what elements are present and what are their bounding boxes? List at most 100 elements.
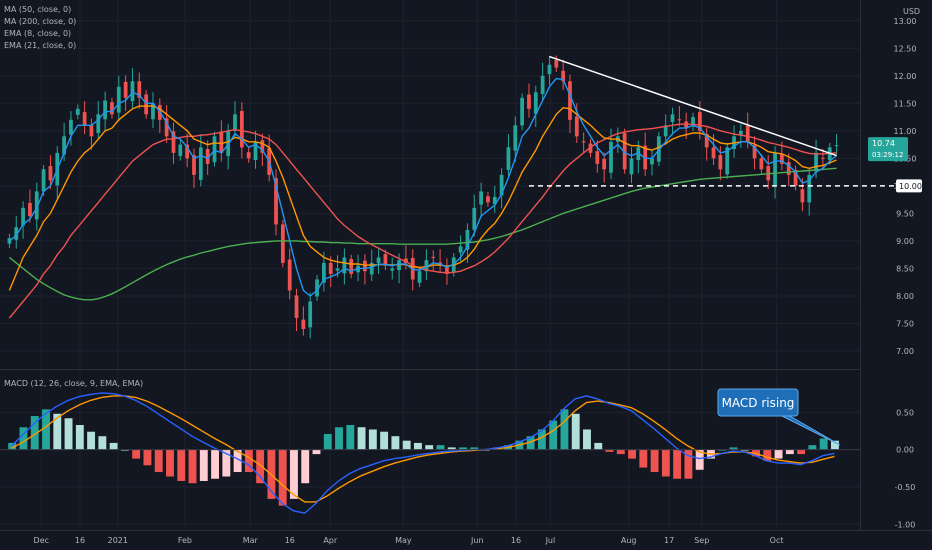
macd-histogram-bar bbox=[537, 429, 546, 450]
time-tick-label: 16 bbox=[285, 536, 295, 545]
macd-histogram-bar bbox=[583, 429, 591, 450]
macd-tick-label: 0.50 bbox=[896, 408, 914, 417]
currency-label: USD bbox=[903, 7, 920, 16]
time-tick-label: Apr bbox=[323, 536, 338, 545]
candle-body bbox=[814, 152, 818, 172]
macd-histogram-bar bbox=[109, 442, 118, 450]
price-tick-label: 12.00 bbox=[894, 72, 917, 81]
candle-body bbox=[595, 151, 600, 164]
macd-histogram-bar bbox=[166, 449, 174, 477]
macd-histogram-bar bbox=[188, 449, 197, 484]
macd-histogram-bar bbox=[763, 449, 772, 461]
legend-ema8[interactable]: EMA (8, close, 0) bbox=[4, 29, 71, 38]
candle-body bbox=[69, 119, 73, 135]
macd-histogram-bar bbox=[616, 449, 625, 455]
macd-histogram-bar bbox=[199, 449, 208, 481]
time-tick-label: 17 bbox=[664, 536, 674, 545]
candle-body bbox=[301, 319, 306, 329]
macd-histogram-bar bbox=[30, 416, 39, 450]
candle-body bbox=[554, 59, 559, 68]
candle-body bbox=[342, 257, 347, 274]
macd-histogram-bar bbox=[413, 442, 422, 450]
candle-body bbox=[417, 271, 422, 283]
macd-histogram-bar bbox=[290, 449, 298, 499]
time-tick-label: May bbox=[395, 536, 412, 545]
candle-body bbox=[581, 141, 586, 143]
candle-body bbox=[629, 158, 634, 175]
candle-body bbox=[116, 86, 121, 113]
candle-body bbox=[130, 81, 135, 102]
macd-histogram-bar bbox=[335, 427, 343, 450]
candle-body bbox=[41, 169, 46, 192]
macd-histogram-bar bbox=[605, 449, 614, 452]
legend-ema21[interactable]: EMA (21, close, 0) bbox=[4, 41, 76, 50]
candle-body bbox=[527, 94, 531, 109]
candle-body bbox=[561, 70, 566, 82]
candle-body bbox=[21, 207, 25, 226]
candle-body bbox=[260, 140, 265, 153]
macd-histogram-bar bbox=[594, 442, 603, 450]
candle-body bbox=[103, 100, 108, 120]
macd-histogram-bar bbox=[380, 431, 389, 450]
time-tick-label: Jul bbox=[545, 536, 556, 545]
candle-body bbox=[34, 191, 39, 220]
support-level-box bbox=[896, 179, 922, 193]
annotation-text: MACD rising bbox=[722, 396, 795, 410]
candle-body bbox=[602, 158, 607, 170]
candle-body bbox=[315, 279, 319, 297]
candle-body bbox=[834, 145, 839, 147]
candle-body bbox=[677, 119, 682, 121]
candle-body bbox=[335, 268, 340, 271]
time-tick-label: Sep bbox=[694, 536, 709, 545]
candle-body bbox=[486, 196, 490, 203]
candle-body bbox=[609, 141, 613, 173]
candle-body bbox=[445, 267, 449, 274]
candle-body bbox=[280, 224, 285, 263]
candle-body bbox=[110, 102, 114, 115]
macd-histogram-bar bbox=[436, 445, 445, 450]
resistance-trendline bbox=[549, 55, 837, 157]
candle-body bbox=[171, 131, 176, 153]
candle-body bbox=[540, 75, 545, 94]
candle-body bbox=[308, 301, 313, 328]
candle-body bbox=[424, 260, 429, 272]
candle-body bbox=[383, 254, 388, 266]
macd-histogram-bar bbox=[470, 447, 479, 450]
candle-body bbox=[821, 157, 825, 159]
candle-body bbox=[89, 125, 94, 137]
time-tick-label: Jun bbox=[470, 536, 484, 545]
macd-histogram-bar bbox=[819, 438, 828, 450]
macd-histogram-bar bbox=[42, 409, 50, 450]
annotation-box bbox=[717, 388, 799, 417]
legend-ma50[interactable]: MA (50, close, 0) bbox=[4, 5, 71, 14]
candle-body bbox=[96, 114, 101, 134]
macd-histogram-bar bbox=[695, 449, 704, 470]
candle-body bbox=[691, 117, 695, 127]
macd-histogram-bar bbox=[357, 427, 366, 450]
macd-histogram-bar bbox=[256, 449, 265, 484]
macd-histogram-bar bbox=[402, 440, 411, 450]
support-badge: 10.00 bbox=[896, 179, 922, 193]
time-tick-label: Oct bbox=[770, 536, 784, 545]
candle-body bbox=[786, 162, 791, 175]
candle-body bbox=[670, 114, 675, 123]
macd-histogram-bar bbox=[278, 449, 287, 506]
candle-body bbox=[745, 125, 750, 142]
macd-histogram-bar bbox=[233, 449, 242, 473]
candle-body bbox=[458, 246, 463, 253]
macd-histogram-bar bbox=[346, 425, 355, 450]
time-tick-label: Dec bbox=[34, 536, 49, 545]
candle-body bbox=[212, 136, 217, 163]
legend-ma200[interactable]: MA (200, close, 0) bbox=[4, 17, 76, 26]
candle-body bbox=[752, 145, 757, 159]
macd-tick-label: -0.50 bbox=[895, 483, 916, 492]
candle-body bbox=[533, 92, 538, 114]
macd-histogram-bar bbox=[808, 445, 817, 450]
macd-histogram-bar bbox=[301, 449, 310, 484]
macd-legend[interactable]: MACD (12, 26, close, 9, EMA, EMA) bbox=[4, 379, 143, 388]
candle-body bbox=[328, 262, 333, 274]
candle-body bbox=[697, 112, 702, 131]
candle-body bbox=[349, 259, 354, 274]
macd-histogram-bar bbox=[177, 449, 186, 481]
